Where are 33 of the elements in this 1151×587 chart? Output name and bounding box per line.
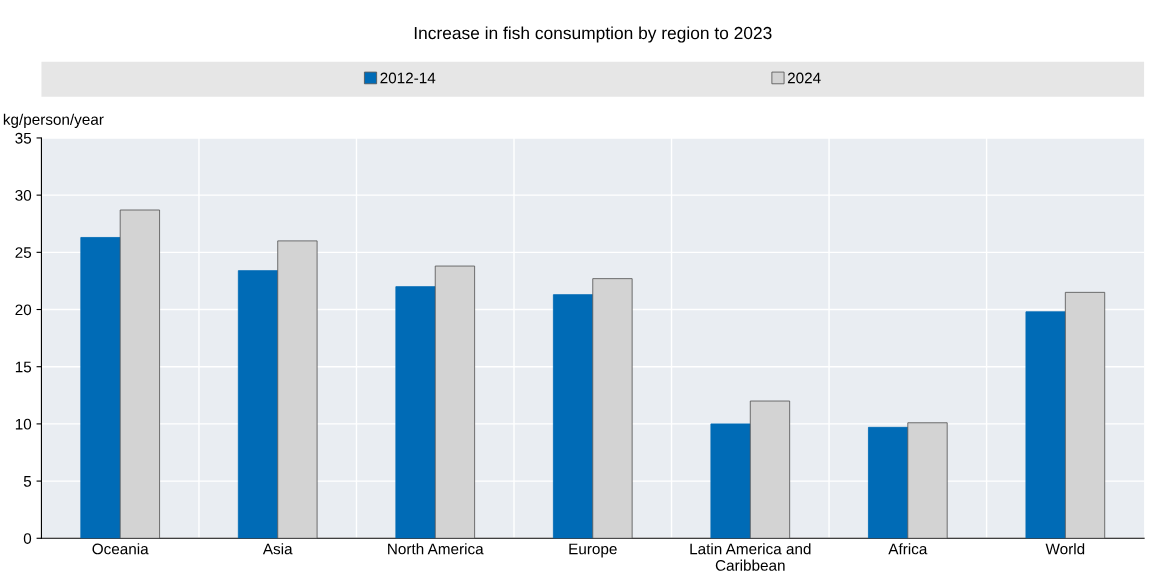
y-tick-label: 15: [15, 361, 32, 373]
bar: [1025, 311, 1066, 539]
y-tick-label: 35: [15, 132, 32, 144]
bar: [749, 400, 791, 539]
bar: [710, 423, 751, 539]
y-tick-label: 20: [15, 304, 32, 316]
x-tick-label: North America: [388, 543, 484, 555]
x-tick-label: Oceania: [92, 543, 149, 555]
y-tick-label: 0: [23, 533, 32, 544]
x-tick-label: Europe: [569, 543, 617, 558]
legend-label: 2024: [787, 72, 821, 84]
x-tick-label: Africa: [888, 543, 928, 555]
y-tick-label: 30: [15, 190, 32, 201]
bar: [552, 294, 594, 539]
legend-label: 2012-14: [380, 72, 436, 84]
bar: [592, 278, 633, 539]
bar: [80, 237, 121, 539]
y-axis-title: kg/person/year: [3, 113, 104, 128]
bar: [395, 286, 436, 539]
bar: [868, 426, 909, 539]
bar: [434, 265, 476, 539]
bar: [1064, 291, 1106, 539]
chart-title: Increase in fish consumption by region to 2023: [414, 26, 772, 43]
bar: [907, 422, 948, 539]
y-tick-label: 10: [15, 418, 32, 430]
y-tick-label: 25: [15, 247, 32, 259]
x-tick-label: World: [1045, 543, 1085, 555]
y-tick-label: 5: [23, 476, 32, 487]
bar: [119, 209, 160, 539]
x-tick-label: Asia: [262, 543, 293, 555]
bar: [277, 240, 318, 539]
bar: [237, 270, 279, 539]
x-tick-label: Latin America and Caribbean: [690, 543, 811, 571]
